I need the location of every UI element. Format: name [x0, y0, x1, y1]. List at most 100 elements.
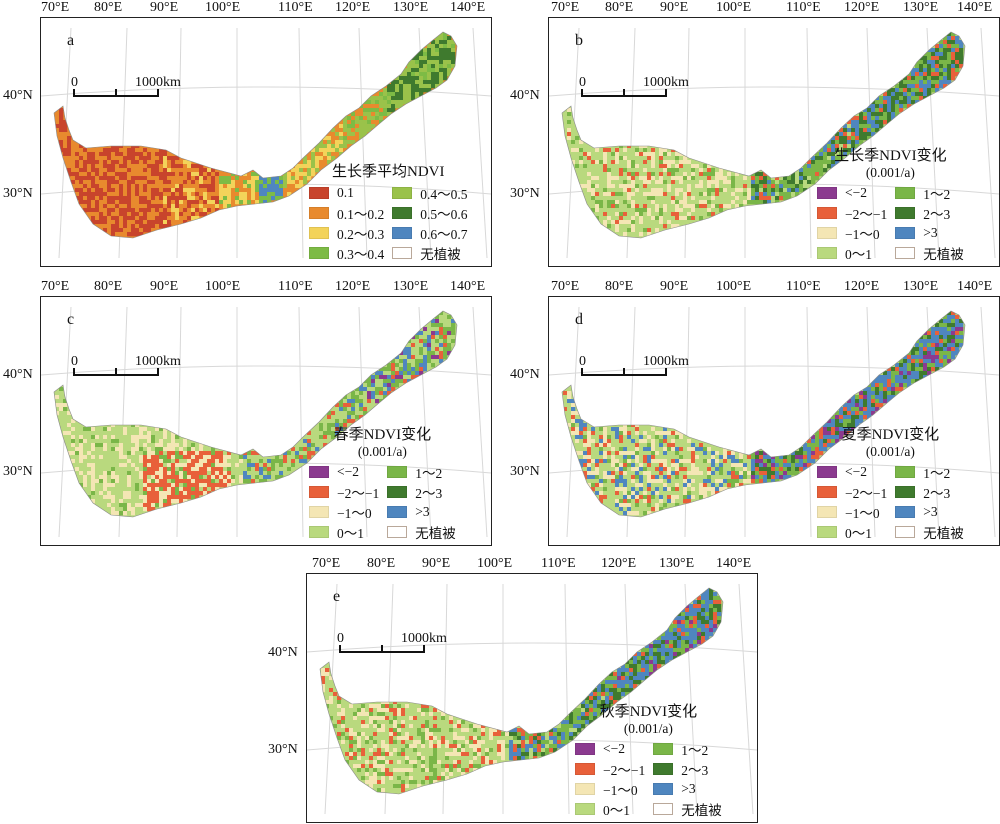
meridian-line [358, 27, 368, 259]
raster-cell [367, 387, 372, 392]
raster-cell [259, 180, 264, 185]
raster-cell [135, 483, 140, 488]
raster-cell [55, 132, 60, 137]
raster-cell [643, 491, 648, 496]
raster-cell [627, 184, 632, 189]
raster-cell [603, 172, 608, 177]
raster-cell [127, 479, 132, 484]
raster-cell [631, 212, 636, 217]
raster-cell [599, 200, 604, 205]
raster-cell [651, 212, 656, 217]
raster-cell [763, 455, 768, 460]
raster-cell [723, 184, 728, 189]
raster-cell [647, 439, 652, 444]
raster-cell [115, 475, 120, 480]
raster-cell [599, 439, 604, 444]
raster-cell [331, 128, 336, 133]
raster-cell [75, 435, 80, 440]
raster-cell [371, 391, 376, 396]
raster-cell [199, 467, 204, 472]
raster-cell [171, 483, 176, 488]
raster-cell [79, 455, 84, 460]
raster-cell [119, 499, 124, 504]
raster-cell [959, 343, 964, 348]
raster-cell [835, 419, 840, 424]
raster-cell [719, 208, 724, 213]
raster-cell [871, 120, 876, 125]
raster-cell [255, 451, 260, 456]
raster-cell [683, 184, 688, 189]
raster-cell [571, 403, 576, 408]
raster-cell [683, 491, 688, 496]
raster-cell [399, 88, 404, 93]
raster-cell [147, 455, 152, 460]
raster-cell [107, 152, 112, 157]
raster-cell [383, 367, 388, 372]
raster-cell [567, 108, 572, 113]
raster-cell [803, 188, 808, 193]
raster-cell [199, 200, 204, 205]
legend-swatch [392, 206, 413, 219]
raster-cell [603, 152, 608, 157]
raster-cell [903, 96, 908, 101]
raster-cell [203, 471, 208, 476]
raster-cell [651, 224, 656, 229]
raster-cell [619, 188, 624, 193]
raster-cell [635, 188, 640, 193]
raster-cell [423, 331, 428, 336]
raster-cell [427, 343, 432, 348]
raster-cell [127, 435, 132, 440]
raster-cell [671, 443, 676, 448]
raster-cell [127, 184, 132, 189]
raster-cell [583, 176, 588, 181]
raster-cell [159, 491, 164, 496]
raster-cell [615, 224, 620, 229]
raster-cell [119, 427, 124, 432]
raster-cell [171, 208, 176, 213]
raster-cell [951, 76, 956, 81]
raster-cell [635, 487, 640, 492]
raster-cell [659, 172, 664, 177]
raster-cell [655, 188, 660, 193]
raster-cell [359, 411, 364, 416]
raster-cell [347, 407, 352, 412]
raster-cell [687, 172, 692, 177]
raster-cell [159, 459, 164, 464]
raster-cell [91, 176, 96, 181]
raster-cell [623, 447, 628, 452]
raster-cell [903, 100, 908, 105]
raster-cell [311, 160, 316, 165]
raster-cell [659, 152, 664, 157]
raster-cell [799, 176, 804, 181]
raster-cell [423, 367, 428, 372]
raster-cell [155, 224, 160, 229]
raster-cell [715, 451, 720, 456]
raster-cell [927, 367, 932, 372]
raster-cell [71, 435, 76, 440]
raster-cell [151, 168, 156, 173]
raster-cell [155, 172, 160, 177]
raster-cell [103, 160, 108, 165]
raster-cell [123, 172, 128, 177]
raster-cell [147, 495, 152, 500]
raster-cell [687, 451, 692, 456]
raster-cell [123, 148, 128, 153]
raster-cell [935, 363, 940, 368]
raster-cell [667, 479, 672, 484]
raster-cell [611, 475, 616, 480]
raster-cell [167, 192, 172, 197]
raster-cell [167, 455, 172, 460]
raster-cell [167, 475, 172, 480]
raster-cell [675, 176, 680, 181]
raster-cell [59, 136, 64, 141]
raster-cell [383, 375, 388, 380]
raster-cell [103, 184, 108, 189]
raster-cell [903, 379, 908, 384]
raster-cell [723, 475, 728, 480]
raster-cell [167, 499, 172, 504]
raster-cell [191, 451, 196, 456]
raster-cell [679, 204, 684, 209]
raster-cell [91, 172, 96, 177]
raster-cell [63, 415, 68, 420]
raster-cell [107, 427, 112, 432]
